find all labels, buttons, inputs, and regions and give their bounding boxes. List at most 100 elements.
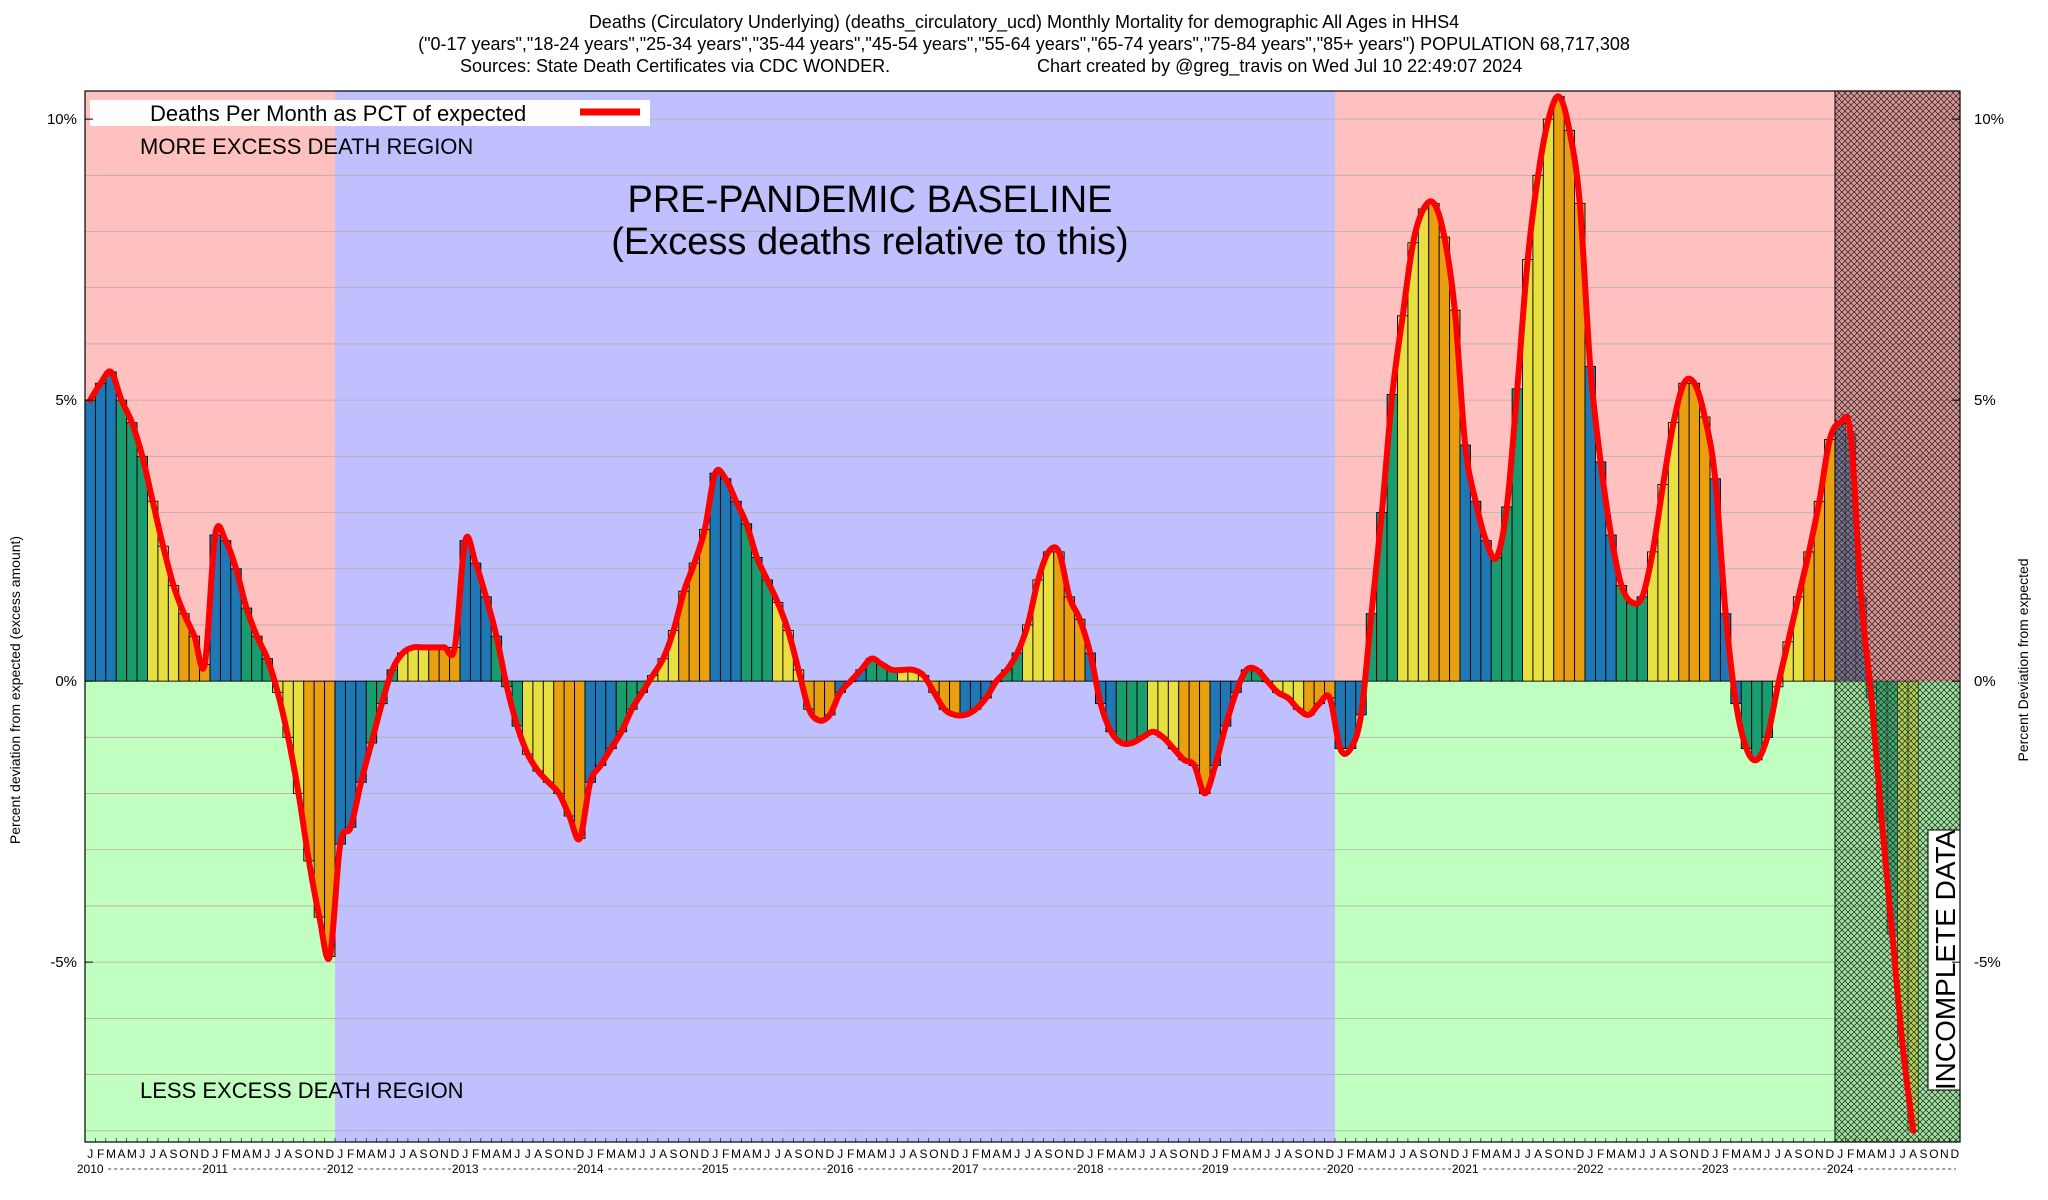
x-month-label: M	[606, 1147, 616, 1161]
bar	[1188, 680, 1201, 766]
x-month-label: J	[264, 1147, 270, 1161]
bar	[1428, 202, 1440, 682]
x-month-label: M	[1606, 1147, 1616, 1161]
x-month-label: D	[575, 1147, 584, 1161]
bar	[1636, 596, 1648, 682]
x-month-label: S	[420, 1147, 428, 1161]
x-month-label: O	[1929, 1147, 1938, 1161]
x-month-label: M	[1252, 1147, 1262, 1161]
x-month-label: J	[1275, 1147, 1281, 1161]
x-month-label: J	[337, 1147, 343, 1161]
x-month-label: A	[1284, 1147, 1292, 1161]
x-month-label: M	[1127, 1147, 1137, 1161]
x-month-label: J	[462, 1147, 468, 1161]
x-month-label: J	[212, 1147, 218, 1161]
x-month-label: O	[1304, 1147, 1313, 1161]
x-month-label: J	[962, 1147, 968, 1161]
bar	[584, 680, 596, 783]
x-month-label: N	[815, 1147, 824, 1161]
x-month-label: N	[940, 1147, 949, 1161]
bar	[1699, 416, 1711, 682]
bar	[1480, 540, 1492, 682]
x-month-label: J	[1150, 1147, 1156, 1161]
x-month-label: J	[900, 1147, 906, 1161]
x-month-label: D	[1700, 1147, 1709, 1161]
bar	[1042, 551, 1055, 682]
x-month-label: J	[1087, 1147, 1093, 1161]
bar	[313, 680, 326, 918]
x-month-label: O	[1554, 1147, 1563, 1161]
x-month-label: O	[1679, 1147, 1688, 1161]
x-month-label: M	[1502, 1147, 1512, 1161]
x-month-label: S	[670, 1147, 678, 1161]
chart-sources: Sources: State Death Certificates via CD…	[460, 56, 890, 76]
x-month-label: M	[1856, 1147, 1866, 1161]
x-month-label: N	[1440, 1147, 1449, 1161]
bar	[1115, 680, 1128, 744]
x-month-label: S	[1545, 1147, 1553, 1161]
x-month-label: A	[1159, 1147, 1167, 1161]
x-month-label: F	[472, 1147, 479, 1161]
x-month-label: D	[450, 1147, 459, 1161]
x-month-label: J	[1400, 1147, 1406, 1161]
x-month-label: F	[597, 1147, 604, 1161]
x-year-label: 2017	[952, 1162, 979, 1176]
x-month-label: J	[587, 1147, 593, 1161]
x-month-label: O	[1054, 1147, 1063, 1161]
x-month-label: J	[275, 1147, 281, 1161]
x-month-label: S	[295, 1147, 303, 1161]
x-month-label: F	[722, 1147, 729, 1161]
baseline-subtitle: (Excess deaths relative to this)	[611, 221, 1128, 263]
x-month-label: F	[1222, 1147, 1229, 1161]
y-tick-label: 10%	[47, 111, 77, 128]
x-month-label: J	[389, 1147, 395, 1161]
x-month-label: A	[784, 1147, 792, 1161]
x-month-label: S	[1170, 1147, 1178, 1161]
bar	[1751, 680, 1763, 761]
x-month-label: M	[1627, 1147, 1637, 1161]
bar	[1490, 557, 1503, 682]
x-month-label: M	[356, 1147, 366, 1161]
bar	[94, 382, 107, 682]
x-month-label: J	[1889, 1147, 1895, 1161]
x-month-label: F	[347, 1147, 354, 1161]
x-month-label: D	[1325, 1147, 1334, 1161]
x-month-label: O	[1429, 1147, 1438, 1161]
x-year-label: 2018	[1077, 1162, 1104, 1176]
bar	[949, 680, 961, 716]
y-tick-label: -5%	[50, 954, 77, 971]
x-month-label: A	[1742, 1147, 1750, 1161]
y2-axis-label: Percent Deviation from expected	[2015, 558, 2031, 761]
x-month-label: M	[1752, 1147, 1762, 1161]
x-month-label: M	[877, 1147, 887, 1161]
x-month-label: J	[1139, 1147, 1145, 1161]
x-month-label: D	[200, 1147, 209, 1161]
x-year-label: 2012	[327, 1162, 354, 1176]
x-month-label: N	[190, 1147, 199, 1161]
x-month-label: J	[1264, 1147, 1270, 1161]
x-month-label: S	[1420, 1147, 1428, 1161]
x-month-label: O	[179, 1147, 188, 1161]
y2-tick-label: -5%	[1974, 954, 2001, 971]
x-month-label: A	[867, 1147, 875, 1161]
bar	[542, 680, 555, 783]
x-month-label: A	[159, 1147, 167, 1161]
x-month-label: J	[1837, 1147, 1843, 1161]
x-month-label: M	[1877, 1147, 1887, 1161]
chart-title-line2: ("0-17 years","18-24 years","25-34 years…	[418, 34, 1630, 54]
x-month-label: A	[1242, 1147, 1250, 1161]
x-month-label: J	[1212, 1147, 1218, 1161]
y-tick-label: 0%	[55, 673, 77, 690]
x-month-label: J	[1525, 1147, 1531, 1161]
x-month-label: S	[1045, 1147, 1053, 1161]
x-month-label: D	[1950, 1147, 1959, 1161]
x-month-label: D	[1200, 1147, 1209, 1161]
bar	[1417, 208, 1430, 682]
bar	[959, 680, 971, 716]
x-month-label: A	[117, 1147, 125, 1161]
x-month-label: J	[1775, 1147, 1781, 1161]
axes: 10% 10%5% 5%0% 0%-5% -5%J F M A M J J A S O N D J F M A M J J A…	[47, 90, 2004, 1176]
x-month-label: J	[1639, 1147, 1645, 1161]
x-month-label: J	[1900, 1147, 1906, 1161]
x-month-label: J	[1587, 1147, 1593, 1161]
